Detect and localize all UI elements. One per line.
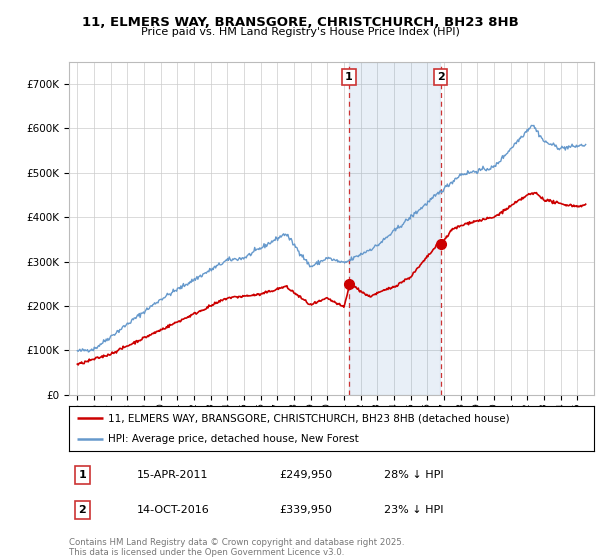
Text: 23% ↓ HPI: 23% ↓ HPI <box>384 505 443 515</box>
Text: 2: 2 <box>437 72 445 82</box>
Text: 14-OCT-2016: 14-OCT-2016 <box>137 505 210 515</box>
Text: £339,950: £339,950 <box>279 505 332 515</box>
Text: 1: 1 <box>78 470 86 480</box>
Text: £249,950: £249,950 <box>279 470 332 480</box>
Text: 28% ↓ HPI: 28% ↓ HPI <box>384 470 443 480</box>
Text: 2: 2 <box>78 505 86 515</box>
Text: 15-APR-2011: 15-APR-2011 <box>137 470 209 480</box>
Text: HPI: Average price, detached house, New Forest: HPI: Average price, detached house, New … <box>109 433 359 444</box>
Text: 11, ELMERS WAY, BRANSGORE, CHRISTCHURCH, BH23 8HB: 11, ELMERS WAY, BRANSGORE, CHRISTCHURCH,… <box>82 16 518 29</box>
Bar <box>349 62 440 395</box>
Text: 1: 1 <box>345 72 353 82</box>
Text: Contains HM Land Registry data © Crown copyright and database right 2025.
This d: Contains HM Land Registry data © Crown c… <box>69 538 404 557</box>
Text: Price paid vs. HM Land Registry's House Price Index (HPI): Price paid vs. HM Land Registry's House … <box>140 27 460 37</box>
Text: 11, ELMERS WAY, BRANSGORE, CHRISTCHURCH, BH23 8HB (detached house): 11, ELMERS WAY, BRANSGORE, CHRISTCHURCH,… <box>109 413 510 423</box>
